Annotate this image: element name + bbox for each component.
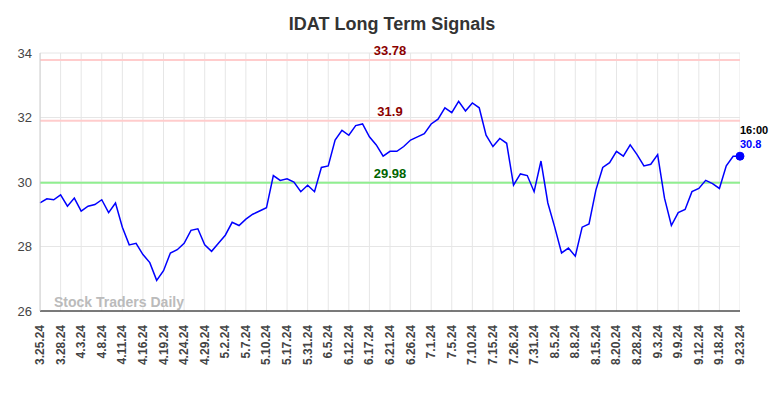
- svg-text:8.20.24: 8.20.24: [609, 325, 623, 365]
- svg-text:4.8.24: 4.8.24: [95, 325, 109, 359]
- svg-text:31.9: 31.9: [377, 104, 402, 119]
- svg-text:8.8.24: 8.8.24: [568, 325, 582, 359]
- svg-text:7.15.24: 7.15.24: [486, 325, 500, 365]
- svg-text:6.12.24: 6.12.24: [342, 325, 356, 365]
- svg-text:28: 28: [18, 239, 32, 254]
- svg-text:7.1.24: 7.1.24: [424, 325, 438, 359]
- svg-text:8.28.24: 8.28.24: [630, 325, 644, 365]
- svg-text:6.26.24: 6.26.24: [404, 325, 418, 365]
- svg-text:5.31.24: 5.31.24: [301, 325, 315, 365]
- svg-text:7.5.24: 7.5.24: [445, 325, 459, 359]
- svg-text:32: 32: [18, 110, 32, 125]
- svg-text:5.10.24: 5.10.24: [259, 325, 273, 365]
- svg-text:9.9.24: 9.9.24: [671, 325, 685, 359]
- svg-text:9.12.24: 9.12.24: [692, 325, 706, 365]
- svg-text:8.15.24: 8.15.24: [589, 325, 603, 365]
- svg-text:16:00: 16:00: [740, 124, 768, 136]
- svg-text:5.17.24: 5.17.24: [280, 325, 294, 365]
- svg-text:4.3.24: 4.3.24: [74, 325, 88, 359]
- svg-text:6.21.24: 6.21.24: [383, 325, 397, 365]
- svg-text:29.98: 29.98: [374, 166, 407, 181]
- svg-text:30: 30: [18, 175, 32, 190]
- svg-text:9.3.24: 9.3.24: [651, 325, 665, 359]
- svg-text:6.5.24: 6.5.24: [321, 325, 335, 359]
- svg-text:8.5.24: 8.5.24: [548, 325, 562, 359]
- svg-text:34: 34: [18, 46, 32, 61]
- svg-text:7.26.24: 7.26.24: [507, 325, 521, 365]
- svg-text:9.23.24: 9.23.24: [733, 325, 747, 365]
- svg-text:4.19.24: 4.19.24: [157, 325, 171, 365]
- svg-text:30.8: 30.8: [740, 138, 761, 150]
- svg-text:7.31.24: 7.31.24: [527, 325, 541, 365]
- svg-text:33.78: 33.78: [374, 43, 407, 58]
- svg-text:3.28.24: 3.28.24: [54, 325, 68, 365]
- svg-text:4.11.24: 4.11.24: [115, 325, 129, 365]
- svg-text:4.29.24: 4.29.24: [198, 325, 212, 365]
- svg-text:7.10.24: 7.10.24: [465, 325, 479, 365]
- html-text:IDAT Long Term Signals: IDAT Long Term Signals: [288, 14, 496, 34]
- svg-text:6.17.24: 6.17.24: [362, 325, 376, 365]
- html-text:Stock Traders Daily: Stock Traders Daily: [54, 294, 184, 310]
- svg-text:4.16.24: 4.16.24: [136, 325, 150, 365]
- svg-text:3.25.24: 3.25.24: [33, 325, 47, 365]
- svg-text:26: 26: [18, 304, 32, 319]
- svg-text:5.7.24: 5.7.24: [239, 325, 253, 359]
- svg-text:9.18.24: 9.18.24: [712, 325, 726, 365]
- svg-text:4.24.24: 4.24.24: [177, 325, 191, 365]
- svg-text:5.2.24: 5.2.24: [218, 325, 232, 359]
